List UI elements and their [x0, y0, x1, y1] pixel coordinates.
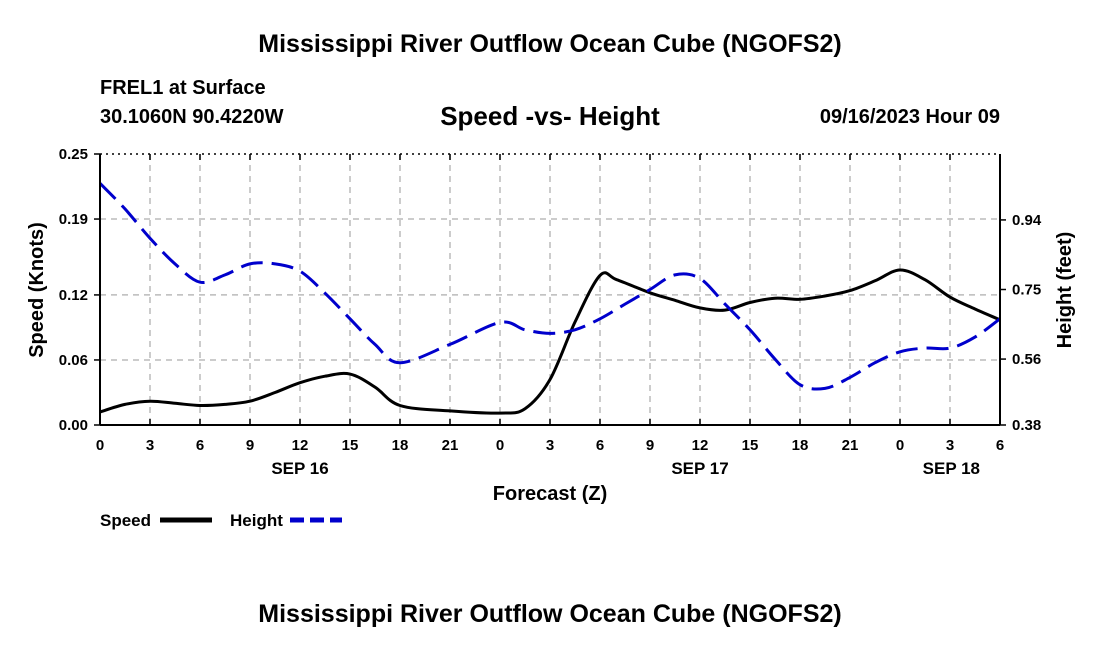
x-tick-label: 15 — [342, 437, 359, 454]
x-tick-label: 12 — [692, 437, 709, 454]
x-tick-label: 3 — [946, 437, 954, 454]
station-coordinates: 30.1060N 90.4220W — [100, 106, 284, 128]
x-tick-label: 6 — [596, 437, 604, 454]
x-tick-label: 0 — [896, 437, 904, 454]
x-tick-label: 9 — [646, 437, 654, 454]
x-tick-label: 9 — [246, 437, 254, 454]
y2-tick-label: 0.75 — [1012, 282, 1041, 299]
speed-height-chart: 0 3 6 9 12 15 18 21 0 3 6 9 12 15 18 21 0 3 6 SEP 16 SEP 17 S… — [26, 146, 1076, 530]
legend: Speed Height — [100, 511, 342, 530]
x-tick-label: 3 — [546, 437, 554, 454]
forecast-datetime: 09/16/2023 Hour 09 — [819, 106, 1000, 128]
x-tick-label: 0 — [96, 437, 104, 454]
y2-tick-label: 0.94 — [1012, 212, 1042, 229]
x-tick-label: 21 — [842, 437, 859, 454]
y-tick-label: 0.25 — [59, 146, 88, 163]
y-tick-label: 0.12 — [59, 287, 88, 304]
x-tick-label: 3 — [146, 437, 154, 454]
chart-main-title: Mississippi River Outflow Ocean Cube (NG… — [258, 30, 842, 58]
x-date-label: SEP 17 — [671, 459, 728, 478]
x-tick-label: 6 — [996, 437, 1004, 454]
station-label: FREL1 at Surface — [100, 77, 266, 99]
x-tick-label: 0 — [496, 437, 504, 454]
x-date-label: SEP 16 — [271, 459, 328, 478]
x-tick-label: 15 — [742, 437, 759, 454]
series-line-speed — [99, 268, 1001, 415]
x-tick-label: 18 — [792, 437, 809, 454]
x-axis-label: Forecast (Z) — [493, 483, 607, 505]
x-tick-label: 21 — [442, 437, 459, 454]
chart-subtitle: Speed -vs- Height — [440, 101, 660, 131]
axes: 0 3 6 9 12 15 18 21 0 3 6 9 12 15 18 21 0 3 6 SEP 16 SEP 17 S… — [59, 146, 1042, 478]
x-tick-label: 12 — [292, 437, 309, 454]
grid-lines — [100, 154, 1000, 425]
series-line-height — [98, 182, 1001, 391]
y-tick-label: 0.06 — [59, 352, 88, 369]
y-axis-label: Speed (Knots) — [26, 222, 48, 358]
y2-tick-label: 0.38 — [1012, 417, 1041, 434]
x-tick-label: 6 — [196, 437, 204, 454]
series-lines — [98, 182, 1001, 415]
y2-tick-label: 0.56 — [1012, 351, 1041, 368]
footer-title: Mississippi River Outflow Ocean Cube (NG… — [258, 600, 842, 628]
y2-axis-label: Height (feet) — [1054, 232, 1076, 349]
x-date-label: SEP 18 — [923, 459, 980, 478]
legend-speed-label: Speed — [100, 511, 151, 530]
y-tick-label: 0.00 — [59, 417, 88, 434]
legend-height-label: Height — [230, 511, 283, 530]
y-tick-label: 0.19 — [59, 211, 88, 228]
x-tick-label: 18 — [392, 437, 409, 454]
